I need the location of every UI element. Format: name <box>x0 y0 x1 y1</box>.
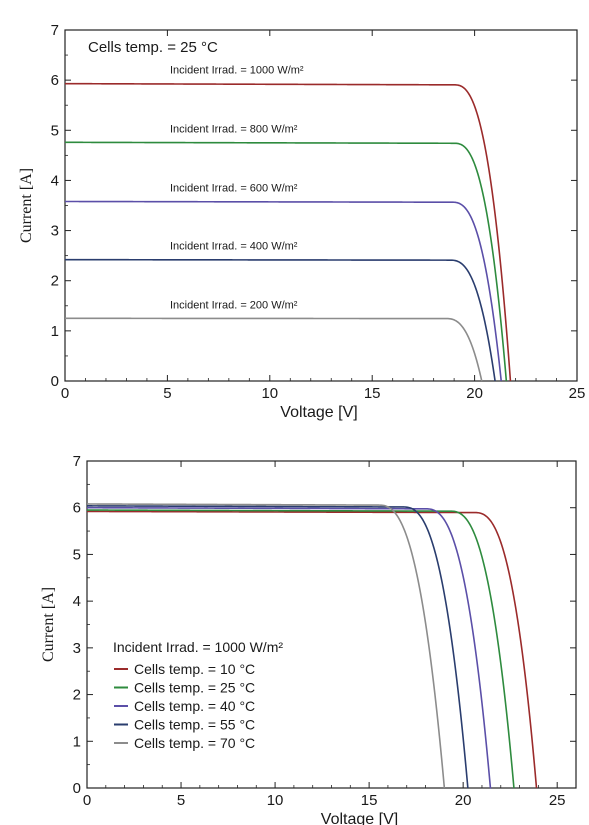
y-tick-label: 5 <box>51 122 59 139</box>
y-tick-label: 3 <box>51 223 59 240</box>
x-tick-label: 10 <box>267 792 284 809</box>
x-axis-title: Voltage [V] <box>280 404 357 421</box>
y-tick-label: 7 <box>51 22 59 39</box>
legend-label-1: Cells temp. = 10 °C <box>134 661 255 677</box>
x-tick-label: 0 <box>83 792 91 809</box>
x-tick-label: 0 <box>61 385 69 402</box>
y-tick-label: 6 <box>51 72 59 89</box>
x-tick-label: 5 <box>177 792 185 809</box>
y-tick-label: 0 <box>73 780 81 797</box>
legend-label-4: Cells temp. = 55 °C <box>134 717 255 733</box>
y-tick-label: 4 <box>73 593 81 610</box>
legend-label-3: Cells temp. = 40 °C <box>134 698 255 714</box>
x-tick-label: 5 <box>163 385 171 402</box>
y-tick-label: 1 <box>51 323 59 340</box>
x-tick-label: 25 <box>569 385 586 402</box>
annotation: Cells temp. = 25 °C <box>88 39 218 56</box>
x-tick-label: 25 <box>549 792 566 809</box>
series-line-5 <box>87 503 446 789</box>
y-tick-label: 5 <box>73 546 81 563</box>
series-line-4 <box>64 258 496 382</box>
y-tick-label: 3 <box>73 640 81 657</box>
plot-frame <box>64 29 578 382</box>
y-tick-label: 4 <box>51 172 59 189</box>
y-tick-label: 7 <box>73 453 81 470</box>
series-label-3: Incident Irrad. = 600 W/m² <box>170 182 298 194</box>
series-line-5 <box>65 317 483 382</box>
series-label-4: Incident Irrad. = 400 W/m² <box>170 241 298 253</box>
series-line-4 <box>87 505 469 789</box>
series-label-5: Incident Irrad. = 200 W/m² <box>170 299 298 311</box>
x-tick-label: 20 <box>466 385 483 402</box>
series-line-2 <box>87 509 515 789</box>
x-tick-label: 15 <box>361 792 378 809</box>
y-tick-label: 1 <box>73 733 81 750</box>
legend-label-5: Cells temp. = 70 °C <box>134 735 255 751</box>
chart-2: 0 5 10 15 20 25 0 1 2 3 4 5 6 7 Voltage [V] Current [A]… <box>40 453 577 825</box>
y-tick-label: 6 <box>73 500 81 517</box>
x-tick-label: 20 <box>455 792 472 809</box>
series-line-3 <box>65 200 503 382</box>
chart-1: 0 5 10 15 20 25 0 1 2 3 4 5 6 7 Voltage [V] Current [A]… <box>18 22 585 421</box>
x-tick-label: 10 <box>261 385 278 402</box>
y-axis-title: Current [A] <box>18 168 35 243</box>
y-axis-title: Current [A] <box>40 587 57 662</box>
legend-title: Incident Irrad. = 1000 W/m² <box>113 639 283 655</box>
series-line-3 <box>86 506 492 789</box>
series-label-1: Incident Irrad. = 1000 W/m² <box>170 65 304 77</box>
series-line-2 <box>65 141 508 382</box>
x-tick-label: 15 <box>364 385 381 402</box>
series-line-1 <box>87 510 538 789</box>
y-tick-label: 0 <box>51 373 59 390</box>
legend-label-2: Cells temp. = 25 °C <box>134 680 255 696</box>
x-axis-title: Voltage [V] <box>321 811 398 825</box>
y-tick-label: 2 <box>73 687 81 704</box>
series-label-2: Incident Irrad. = 800 W/m² <box>170 123 298 135</box>
series-line-1 <box>64 82 512 382</box>
y-tick-label: 2 <box>51 273 59 290</box>
